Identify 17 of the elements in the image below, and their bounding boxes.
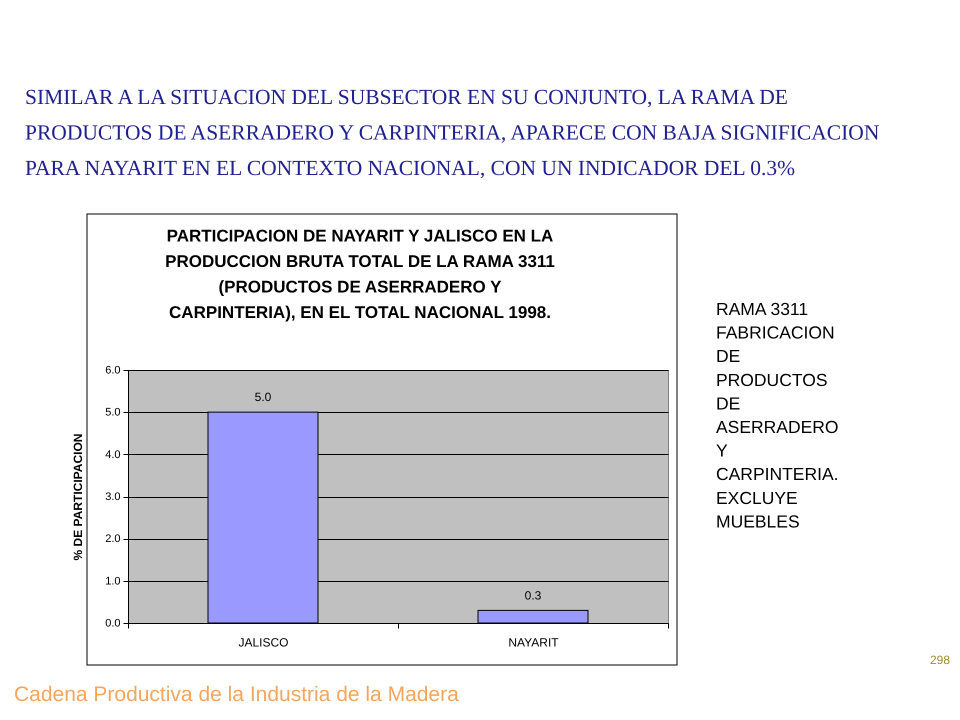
x-tick-label: JALISCO: [238, 636, 289, 650]
y-tick-label: 4.0: [105, 448, 120, 461]
data-label: 0.3: [524, 588, 542, 602]
y-tick-label: 5.0: [105, 406, 120, 419]
text: RAMA 3311 FABRICACION DE PRODUCTOS DE ASERRADERO Y CARPINTERIA. EXCLUYE MUEBLES: [716, 299, 839, 532]
data-label: 5.0: [254, 390, 272, 404]
y-tick-label: 6.0: [105, 364, 120, 376]
text: Cadena Productiva de la Industria de la Madera: [14, 683, 460, 706]
y-axis-title: % DE PARTICIPACION: [71, 434, 86, 560]
x-tick-label: NAYARIT: [508, 636, 560, 650]
text: SIMILAR A LA SITUACION DEL SUBSECTOR EN SU CONJUNTO, LA RAMA DE PRODUCTOS DE ASERRADERO Y CARPINTERIA, APARECE CON BAJA SIGNIFICACION PARA NAYARIT EN EL CONTEXTO NACIONAL, CON UN INDICADOR DEL 0.3%: [25, 85, 880, 180]
text: 298: [930, 653, 950, 667]
chart-title: PARTICIPACION DE NAYARIT Y JALISCO EN LA PRODUCCION BRUTA TOTAL DE LA RAMA 3311 (PRODUCTOS DE ASERRADERO Y CARPINTERIA), EN EL TOTAL NACIONAL 1998.: [165, 226, 555, 322]
y-tick-label: 1.0: [105, 575, 120, 588]
y-tick-label: 0.0: [105, 618, 120, 630]
y-tick-label: 2.0: [105, 533, 120, 546]
y-tick-label: 3.0: [105, 491, 120, 503]
